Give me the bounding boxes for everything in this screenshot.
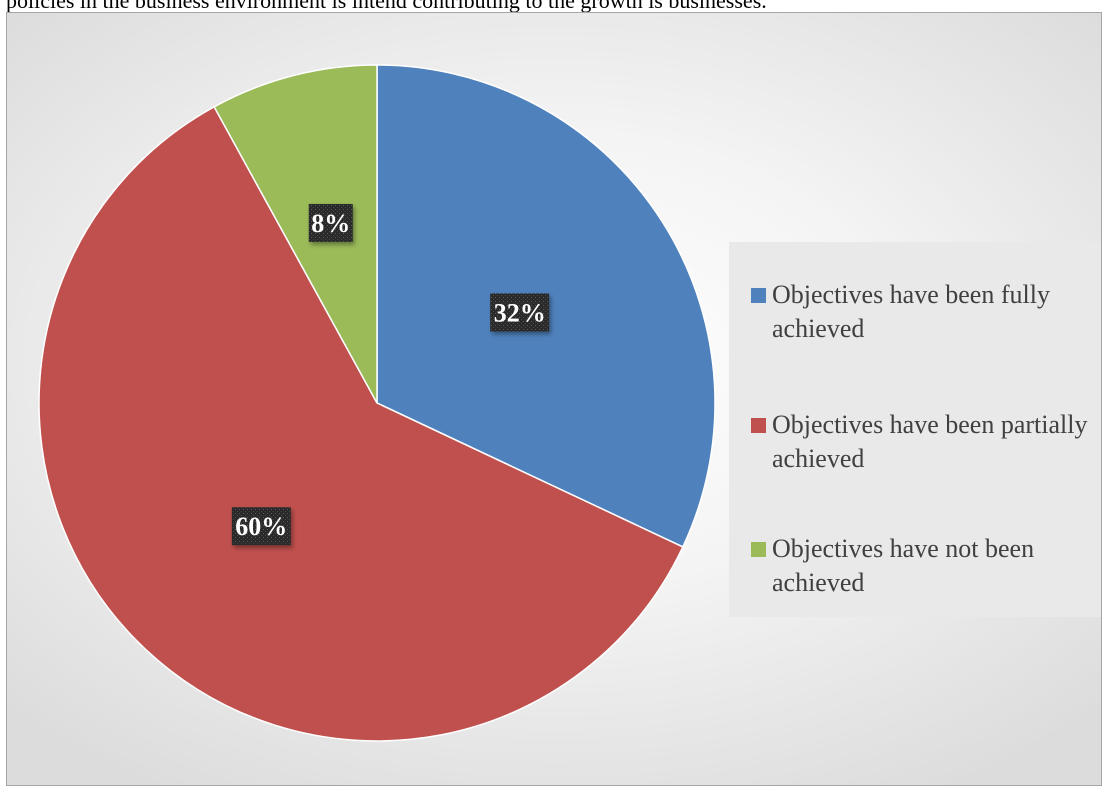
- pie-chart: 32% 60% 8%: [38, 64, 716, 742]
- legend-swatch-partially-achieved: [751, 418, 766, 433]
- data-label-not-achieved: 8%: [308, 203, 353, 242]
- legend: Objectives have been fully achieved Obje…: [729, 242, 1101, 617]
- pie-slice-not-achieved: [213, 64, 378, 404]
- data-label-text-not-achieved: 8%: [311, 209, 350, 238]
- pie-slices: [38, 64, 716, 742]
- caption-text: policies in the business environment is …: [6, 0, 767, 13]
- pie-labels: 32% 60% 8%: [231, 203, 550, 546]
- legend-swatch-fully-achieved: [751, 288, 766, 303]
- legend-label-not-achieved: Objectives have not been achieved: [772, 534, 1035, 597]
- data-label-text-fully-achieved: 32%: [494, 298, 546, 327]
- legend-swatch-not-achieved: [751, 542, 766, 557]
- data-label-box-fully-achieved: [490, 293, 550, 332]
- legend-item-not-achieved: Objectives have not been achieved: [751, 532, 1096, 600]
- data-label-box-not-achieved: [308, 203, 353, 242]
- legend-item-fully-achieved: Objectives have been fully achieved: [751, 278, 1096, 346]
- chart-area: 32% 60% 8% Objectives have been fully achi…: [6, 12, 1102, 786]
- data-label-text-partially-achieved: 60%: [235, 512, 287, 541]
- data-label-box-partially-achieved: [231, 507, 291, 546]
- legend-label-partially-achieved: Objectives have been partially achieved: [772, 410, 1088, 473]
- data-label-partially-achieved: 60%: [231, 507, 291, 546]
- data-label-fully-achieved: 32%: [490, 293, 550, 332]
- pie-slice-partially-achieved: [38, 105, 684, 742]
- legend-label-fully-achieved: Objectives have been fully achieved: [772, 280, 1050, 343]
- legend-item-partially-achieved: Objectives have been partially achieved: [751, 408, 1096, 476]
